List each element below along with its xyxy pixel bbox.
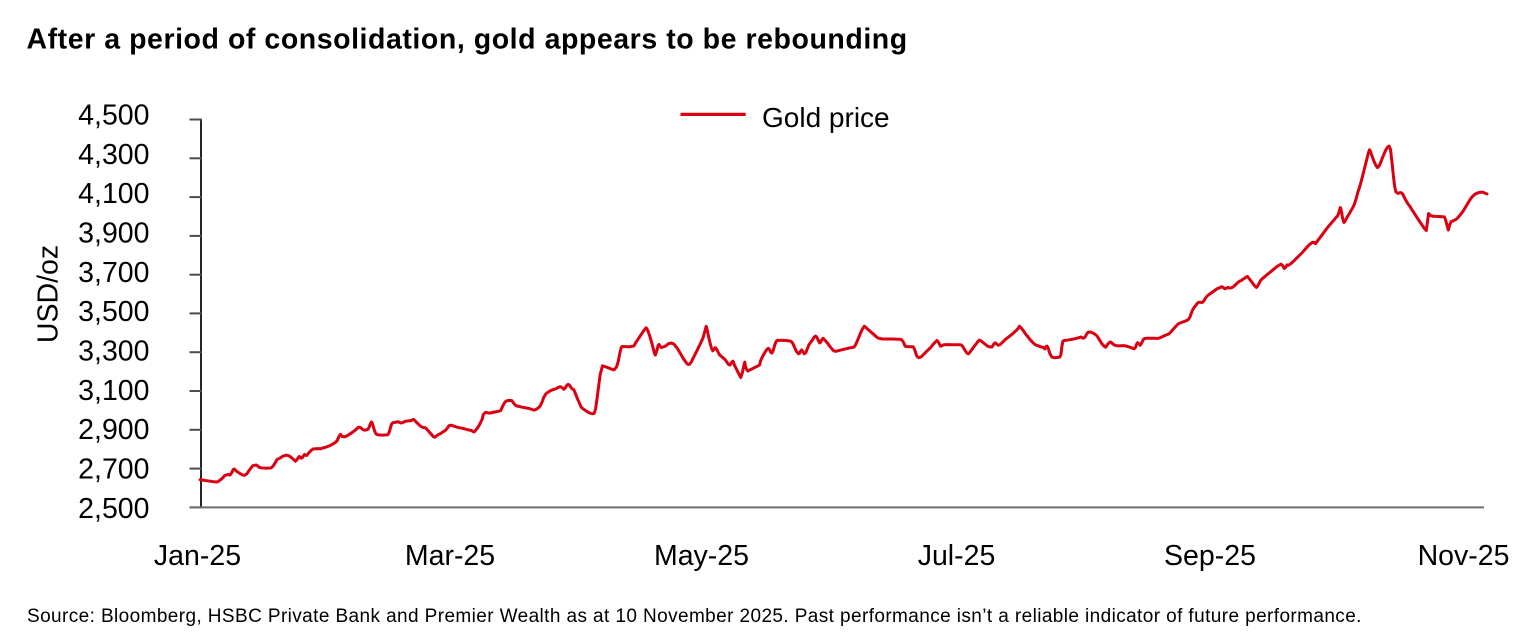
svg-text:2,900: 2,900 (78, 414, 149, 446)
svg-text:4,300: 4,300 (78, 139, 149, 171)
svg-text:4,500: 4,500 (78, 99, 149, 131)
svg-text:4,100: 4,100 (78, 178, 149, 210)
svg-text:3,700: 3,700 (78, 257, 149, 289)
svg-text:USD/oz: USD/oz (33, 245, 65, 343)
svg-text:Jul-25: Jul-25 (918, 540, 996, 572)
svg-text:3,300: 3,300 (78, 336, 149, 368)
svg-text:2,700: 2,700 (78, 454, 149, 486)
svg-text:3,900: 3,900 (78, 218, 149, 250)
svg-text:Nov-25: Nov-25 (1418, 540, 1510, 572)
svg-text:May-25: May-25 (654, 540, 749, 572)
svg-text:Mar-25: Mar-25 (405, 540, 495, 572)
svg-text:3,500: 3,500 (78, 296, 149, 328)
svg-text:Sep-25: Sep-25 (1164, 540, 1256, 572)
svg-text:3,100: 3,100 (78, 375, 149, 407)
svg-text:Source: Bloomberg, HSBC Privat: Source: Bloomberg, HSBC Private Bank and… (27, 606, 1362, 627)
svg-text:After a period of consolidatio: After a period of consolidation, gold ap… (27, 23, 908, 55)
svg-text:Jan-25: Jan-25 (154, 540, 241, 572)
svg-text:2,500: 2,500 (78, 493, 149, 525)
svg-text:Gold price: Gold price (762, 102, 890, 133)
